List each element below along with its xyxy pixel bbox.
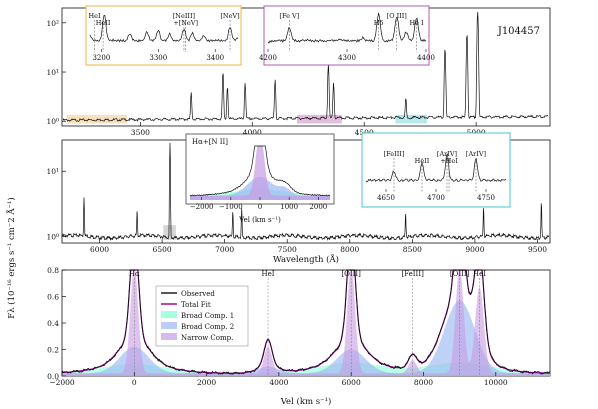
y-tick-label-2: 10²	[46, 19, 59, 28]
inset-heii-label-2: [ArIV]	[437, 150, 457, 158]
x3-tick-label--2000: −2000	[49, 378, 75, 387]
inset-hdelta-label-2: [O III]	[387, 12, 407, 20]
inset-uv-label-1: HeII	[96, 19, 111, 27]
x3-tick-label-0: 0	[132, 378, 137, 387]
observed-line	[61, 269, 551, 375]
flux-axis-label: Fλ (10⁻¹⁶ ergs s⁻¹ cm⁻2 Å⁻¹)	[5, 197, 17, 318]
inset-heii-tick-label-4700: 4700	[427, 194, 445, 202]
panel-red-spectrum	[62, 142, 550, 241]
inset-uv-frame	[85, 5, 242, 66]
fit-line-label-0: Hα	[129, 270, 140, 278]
inset-halpha-narrow	[190, 146, 330, 200]
inset-hdelta-tick-label-4200: 4200	[259, 54, 277, 62]
inset-uv-tick-label-3200: 3200	[92, 54, 110, 62]
y2-tick-label-1: 10¹	[46, 167, 59, 176]
x2-tick-label-9000: 9000	[465, 245, 484, 254]
inset-uv-label-0: HeI	[89, 12, 102, 20]
x3-tick-label-8000: 8000	[414, 378, 433, 387]
inset-uv-spectrum	[89, 14, 239, 43]
inset-uv-label-4: [NeV]	[220, 12, 239, 20]
fit-line-label-5: HeI	[473, 270, 486, 278]
fit-line-label-2: [OIII]	[341, 270, 361, 278]
x2-tick-label-8000: 8000	[340, 245, 359, 254]
legend-label-1: Total Fit	[181, 301, 211, 309]
inset-heii-label-4: [ArIV]	[466, 150, 486, 158]
narrow-comp-area	[62, 270, 550, 376]
x2-tick-label-9500: 9500	[528, 245, 547, 254]
inset-halpha-tick-label-0: 0	[258, 203, 262, 211]
inset-heii-label-0: [FeIII]	[384, 150, 405, 158]
fit-line-label-4: [OIII]	[450, 270, 470, 278]
object-label: J104457	[497, 26, 540, 37]
inset-hdelta-label-0: [Fe V]	[279, 12, 299, 20]
inset-hdelta-label-1: Hδ	[374, 19, 384, 27]
y3-tick-label-0.2: 0.2	[47, 346, 59, 355]
y-tick-label-1: 10¹	[46, 68, 59, 77]
panel-red: 6000 6500 7000 7500 8000 8500 9000 9500 10⁰10¹ …	[46, 132, 551, 265]
x3-tick-label-4000: 4000	[269, 378, 288, 387]
legend: Observed Total Fit Broad Comp. 1 Broad Comp…	[155, 285, 249, 347]
y2-tick-label-0: 10⁰	[46, 233, 59, 242]
x3-tick-label-10000: 10000	[484, 378, 508, 387]
legend-swatch-3	[161, 322, 177, 329]
inset-halpha-tick-label--2000: −2000	[190, 203, 214, 211]
shade-region-0	[66, 114, 127, 124]
x2-tick-label-6500: 6500	[153, 245, 172, 254]
x-tick-label-3500: 3500	[131, 128, 150, 137]
panel-fit: Hα HeI [OIII] [FeIII] [OIII] HeI −2000 0 2000 40…	[47, 266, 551, 407]
inset-halpha-tick-label-2000: 2000	[309, 203, 327, 211]
y3-tick-label-0.8: 0.8	[47, 266, 59, 275]
shade-region-2	[395, 114, 427, 124]
legend-swatch-4	[161, 333, 177, 340]
inset-halpha-tick-label-1000: 1000	[280, 203, 298, 211]
inset-heii-tick-label-4750: 4750	[477, 194, 495, 202]
x2-tick-label-7500: 7500	[278, 245, 297, 254]
y3-tick-label-0.4: 0.4	[47, 319, 59, 328]
inset-heii-frame	[361, 132, 511, 208]
x2-tick-label-6000: 6000	[90, 245, 109, 254]
legend-label-2: Broad Comp. 1	[181, 312, 234, 320]
inset-hdelta-tick-label-4400: 4400	[417, 54, 435, 62]
y-tick-label-0: 10⁰	[46, 117, 59, 126]
inset-uv-tick-label-3400: 3400	[206, 54, 224, 62]
inset-uv-label-2: [NeIII]	[173, 12, 195, 20]
inset-heii-label-1: HeII	[415, 157, 430, 165]
fit-line-label-3: [FeIII]	[401, 270, 424, 278]
inset-halpha-xlabel: Vel (km s⁻¹)	[238, 216, 281, 224]
legend-swatch-2	[161, 311, 177, 318]
inset-uv-label-3: +[NeV]	[173, 19, 198, 27]
inset-halpha-title: Hα+[N II]	[192, 138, 228, 146]
x2-tick-label-7000: 7000	[215, 245, 234, 254]
broad-comp-2-area	[62, 300, 550, 376]
x3-tick-label-6000: 6000	[342, 378, 361, 387]
y3-tick-label-0.6: 0.6	[47, 293, 59, 302]
inset-heii-spectrum	[365, 153, 507, 183]
y3-tick-label-0: 0.0	[47, 372, 59, 381]
legend-label-0: Observed	[181, 290, 215, 298]
x3-tick-label-2000: 2000	[197, 378, 216, 387]
wavelength-axis-label: Wavelength (Å)	[273, 253, 339, 265]
shade-region-red-0	[163, 225, 176, 240]
velocity-axis-label: Vel (km s⁻¹)	[280, 396, 332, 407]
panel-blue-spectrum	[62, 11, 549, 122]
inset-halpha-tick-label--1000: −1000	[219, 203, 243, 211]
x-tick-label-4000: 4000	[243, 128, 262, 137]
inset-hdelta-spectrum	[267, 12, 427, 44]
inset-uv-tick-label-3300: 3300	[149, 54, 167, 62]
fit-line-label-1: HeI	[262, 270, 275, 278]
x2-tick-label-8500: 8500	[403, 245, 422, 254]
inset-hdelta-tick-label-4300: 4300	[338, 54, 356, 62]
legend-label-3: Broad Comp. 2	[181, 323, 234, 331]
legend-label-4: Narrow Comp.	[181, 334, 233, 342]
inset-halpha-spectrum	[189, 145, 331, 197]
inset-heii-label-3: +HeI	[440, 157, 458, 165]
inset-heii-tick-label-4650: 4650	[377, 194, 395, 202]
inset-hdelta-label-3: He I	[409, 19, 424, 27]
